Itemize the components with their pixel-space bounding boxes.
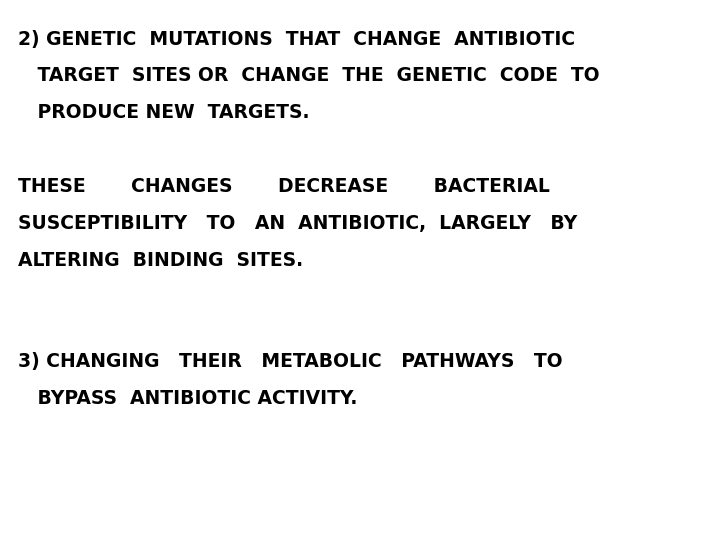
Text: 2) GENETIC  MUTATIONS  THAT  CHANGE  ANTIBIOTIC: 2) GENETIC MUTATIONS THAT CHANGE ANTIBIO… bbox=[18, 30, 575, 49]
Text: 3) CHANGING   THEIR   METABOLIC   PATHWAYS   TO: 3) CHANGING THEIR METABOLIC PATHWAYS TO bbox=[18, 352, 562, 371]
Text: TARGET  SITES OR  CHANGE  THE  GENETIC  CODE  TO: TARGET SITES OR CHANGE THE GENETIC CODE … bbox=[18, 66, 600, 85]
Text: BYPASS  ANTIBIOTIC ACTIVITY.: BYPASS ANTIBIOTIC ACTIVITY. bbox=[18, 389, 357, 408]
Text: THESE       CHANGES       DECREASE       BACTERIAL: THESE CHANGES DECREASE BACTERIAL bbox=[18, 177, 550, 196]
Text: SUSCEPTIBILITY   TO   AN  ANTIBIOTIC,  LARGELY   BY: SUSCEPTIBILITY TO AN ANTIBIOTIC, LARGELY… bbox=[18, 214, 577, 233]
Text: ALTERING  BINDING  SITES.: ALTERING BINDING SITES. bbox=[18, 251, 303, 269]
Text: PRODUCE NEW  TARGETS.: PRODUCE NEW TARGETS. bbox=[18, 103, 310, 122]
